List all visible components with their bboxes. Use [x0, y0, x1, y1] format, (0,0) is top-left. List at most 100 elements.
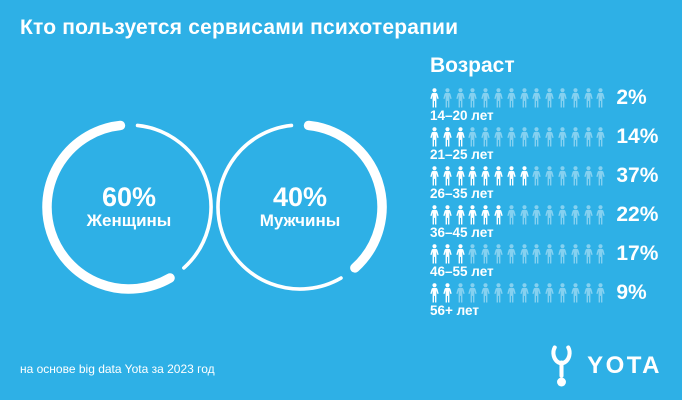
person-icon [430, 283, 439, 303]
person-icon [481, 127, 490, 147]
person-icon [520, 205, 529, 225]
person-icon [507, 283, 516, 303]
person-icon [571, 283, 580, 303]
person-icon [468, 205, 477, 225]
donut-arc [42, 120, 175, 294]
person-icon [571, 127, 580, 147]
donut-arc [216, 123, 343, 291]
person-icon [520, 283, 529, 303]
person-icon [507, 88, 516, 108]
age-percent: 17% [616, 242, 659, 265]
person-icon [532, 166, 541, 186]
person-icon [468, 88, 477, 108]
person-icon [532, 283, 541, 303]
person-icon [545, 205, 554, 225]
person-icon [494, 166, 503, 186]
age-row-top: 9% [430, 281, 675, 304]
donut-value-women: 60% [101, 182, 157, 212]
person-icon [456, 205, 465, 225]
person-icon [481, 205, 490, 225]
person-icon [571, 166, 580, 186]
person-icon [532, 244, 541, 264]
age-group-row: 14% 21–25 лет [430, 125, 675, 162]
person-icon [468, 283, 477, 303]
person-icon [558, 166, 567, 186]
person-icon [584, 127, 593, 147]
person-icon [584, 244, 593, 264]
age-percent: 37% [616, 164, 659, 187]
person-icon [584, 283, 593, 303]
person-icon [545, 88, 554, 108]
person-icon-strip [430, 127, 605, 147]
person-icon [520, 88, 529, 108]
person-icon [532, 205, 541, 225]
donut-chart-women: 60% Женщины [37, 115, 221, 299]
age-percent: 22% [616, 203, 659, 226]
age-label: 21–25 лет [430, 147, 494, 162]
person-icon-strip [430, 244, 605, 264]
person-icon [481, 88, 490, 108]
person-icon [443, 127, 452, 147]
age-label: 46–55 лет [430, 264, 494, 279]
person-icon [584, 88, 593, 108]
age-group-row: 9% 56+ лет [430, 281, 675, 318]
person-icon [532, 88, 541, 108]
age-heading: Возраст [430, 54, 515, 77]
person-icon [468, 127, 477, 147]
person-icon [545, 244, 554, 264]
yota-glyph-left-arm [551, 345, 564, 366]
person-icon [558, 205, 567, 225]
person-icon [494, 88, 503, 108]
person-icon [571, 88, 580, 108]
person-icon [520, 244, 529, 264]
donut-caption-men: 40% Мужчины [208, 115, 392, 299]
person-icon [468, 166, 477, 186]
person-icon [430, 166, 439, 186]
person-icon [443, 205, 452, 225]
person-icon [545, 127, 554, 147]
person-icon [596, 88, 605, 108]
source-note: на основе big data Yota за 2023 год [20, 362, 215, 376]
person-icon [494, 205, 503, 225]
yota-logo: YOTA [545, 343, 662, 388]
yota-glyph-dot [557, 377, 567, 387]
person-icon-strip [430, 166, 605, 186]
donut-label-men: Мужчины [259, 211, 341, 230]
donut-arc [135, 123, 213, 270]
donut-value-men: 40% [272, 182, 328, 212]
age-group-row: 17% 46–55 лет [430, 242, 675, 279]
age-label: 56+ лет [430, 303, 479, 318]
age-percent: 9% [616, 281, 647, 304]
donut-arc [303, 120, 387, 273]
person-icon [430, 205, 439, 225]
age-section: Возраст 2% 14–20 лет 14% 21–25 лет 37% 2… [430, 54, 675, 322]
age-group-row: 2% 14–20 лет [430, 86, 675, 123]
age-label: 26–35 лет [430, 186, 494, 201]
person-icon [507, 205, 516, 225]
donut-ring-women-icon [42, 120, 213, 294]
age-percent: 2% [616, 86, 647, 109]
age-rows: 2% 14–20 лет 14% 21–25 лет 37% 26–35 лет… [430, 86, 675, 318]
person-icon [430, 127, 439, 147]
person-icon [456, 244, 465, 264]
person-icon [507, 127, 516, 147]
person-icon-strip [430, 205, 605, 225]
person-icon [507, 166, 516, 186]
age-percent: 14% [616, 125, 659, 148]
person-icon [481, 283, 490, 303]
person-icon [545, 283, 554, 303]
person-icon [596, 283, 605, 303]
person-icon [558, 127, 567, 147]
person-icon [584, 205, 593, 225]
person-icon [456, 283, 465, 303]
person-icon [443, 283, 452, 303]
person-icon [456, 166, 465, 186]
person-icon [520, 166, 529, 186]
person-icon [520, 127, 529, 147]
yota-logo-icon [551, 345, 572, 387]
person-icon [558, 244, 567, 264]
person-icon [507, 244, 516, 264]
person-icon [558, 88, 567, 108]
age-group-row: 37% 26–35 лет [430, 164, 675, 201]
person-icon [430, 88, 439, 108]
